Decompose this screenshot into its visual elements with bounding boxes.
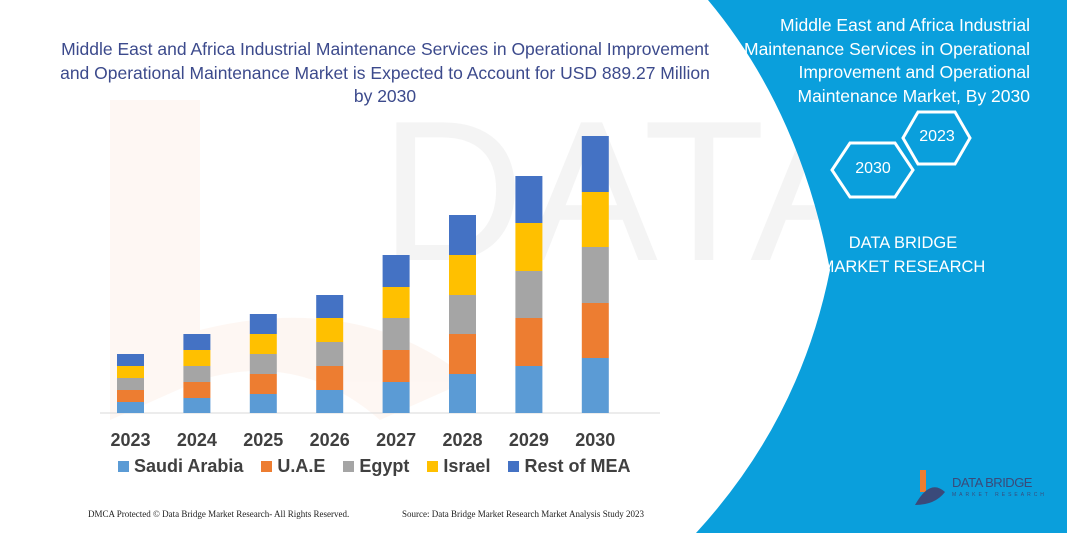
bar-segment-2030-rest-of-mea: [581, 136, 609, 192]
legend-swatch: [261, 461, 273, 472]
legend-item: Egypt: [343, 456, 409, 477]
legend-label: U.A.E: [277, 456, 326, 476]
bar-segment-2029-rest-of-mea: [515, 176, 543, 223]
bar-segment-2030-saudi-arabia: [581, 358, 609, 413]
bar-segment-2025-saudi-arabia: [249, 394, 277, 413]
x-tick-2025: 2025: [243, 430, 283, 450]
legend-label: Rest of MEA: [524, 456, 631, 476]
hex-label-2023: 2023: [919, 128, 955, 145]
legend-item: U.A.E: [261, 456, 325, 477]
legend-item: Israel: [427, 456, 490, 477]
bar-segment-2029-israel: [515, 223, 543, 271]
legend-item: Saudi Arabia: [118, 456, 243, 477]
bar-segment-2023-egypt: [117, 378, 144, 390]
legend-swatch: [343, 461, 355, 472]
brand-name: DATA BRIDGE MARKET RESEARCH: [820, 234, 986, 276]
chart-title: Middle East and Africa Industrial Mainte…: [60, 39, 710, 106]
bar-segment-2030-egypt: [581, 247, 609, 303]
bar-segment-2026-israel: [316, 318, 344, 342]
footer-source: Source: Data Bridge Market Research Mark…: [402, 509, 644, 519]
bar-segment-2023-saudi-arabia: [117, 402, 144, 413]
bar-segment-2023-rest-of-mea: [117, 354, 144, 366]
hex-2023: [901, 110, 972, 166]
bar-segment-2023-u-a-e: [117, 390, 144, 402]
bar-segment-2025-israel: [249, 334, 277, 354]
x-tick-2029: 2029: [509, 430, 549, 450]
bar-segment-2025-egypt: [249, 354, 277, 374]
x-tick-2023: 2023: [110, 430, 150, 450]
legend-label: Saudi Arabia: [134, 456, 244, 476]
bar-segment-2028-egypt: [449, 295, 476, 334]
bar-segment-2027-egypt: [382, 318, 410, 350]
bar-segment-2029-u-a-e: [515, 318, 543, 366]
bar-segment-2024-israel: [183, 350, 211, 366]
hex-2030: [830, 141, 915, 199]
x-tick-2030: 2030: [575, 430, 615, 450]
bar-segment-2025-u-a-e: [249, 374, 277, 394]
footer-copyright: DMCA Protected © Data Bridge Market Rese…: [88, 509, 350, 519]
bar-segment-2027-rest-of-mea: [382, 255, 410, 287]
legend-swatch: [508, 461, 520, 472]
bar-segment-2028-israel: [449, 255, 476, 295]
x-tick-labels: 2023 2024 2025 2026 2027 2028 2029 2030: [110, 430, 615, 450]
bar-segment-2028-rest-of-mea: [449, 215, 476, 255]
bar-segment-2030-israel: [581, 192, 609, 247]
bar-segment-2024-u-a-e: [183, 382, 211, 398]
data-bridge-logo-icon: [915, 470, 945, 505]
bar-segment-2027-israel: [382, 287, 410, 318]
bar-segment-2025-rest-of-mea: [249, 314, 277, 334]
bars: [117, 136, 609, 413]
bar-segment-2030-u-a-e: [581, 303, 609, 358]
legend: Saudi Arabia U.A.E Egypt Israel Rest of MEA: [118, 456, 630, 477]
bar-segment-2026-u-a-e: [316, 366, 344, 390]
bar-segment-2024-egypt: [183, 366, 211, 382]
x-tick-2028: 2028: [442, 430, 482, 450]
logo-subtext: MARKET RESEARCH: [952, 492, 1047, 498]
legend-label: Egypt: [359, 456, 410, 476]
legend-label: Israel: [443, 456, 491, 476]
bar-segment-2028-saudi-arabia: [449, 374, 476, 413]
x-tick-2027: 2027: [376, 430, 416, 450]
bar-segment-2026-egypt: [316, 342, 344, 366]
hex-label-2030: 2030: [855, 160, 891, 177]
bar-segment-2028-u-a-e: [449, 334, 476, 374]
bar-segment-2026-rest-of-mea: [316, 295, 344, 318]
bar-segment-2024-rest-of-mea: [183, 334, 211, 350]
bar-segment-2029-egypt: [515, 271, 543, 318]
bar-segment-2027-u-a-e: [382, 350, 410, 382]
bar-segment-2024-saudi-arabia: [183, 398, 211, 413]
logo-text: DATA BRIDGE: [952, 475, 1032, 490]
side-panel: [696, 0, 1067, 533]
x-tick-2024: 2024: [177, 430, 217, 450]
legend-swatch: [118, 461, 129, 472]
legend-item: Rest of MEA: [508, 456, 630, 477]
x-tick-2026: 2026: [310, 430, 350, 450]
bar-segment-2026-saudi-arabia: [316, 390, 344, 413]
bar-segment-2029-saudi-arabia: [515, 366, 543, 413]
bar-segment-2023-israel: [117, 366, 144, 378]
legend-swatch: [427, 461, 439, 472]
bar-segment-2027-saudi-arabia: [382, 382, 410, 413]
side-panel-title: Middle East and Africa Industrial Mainte…: [744, 15, 1030, 106]
